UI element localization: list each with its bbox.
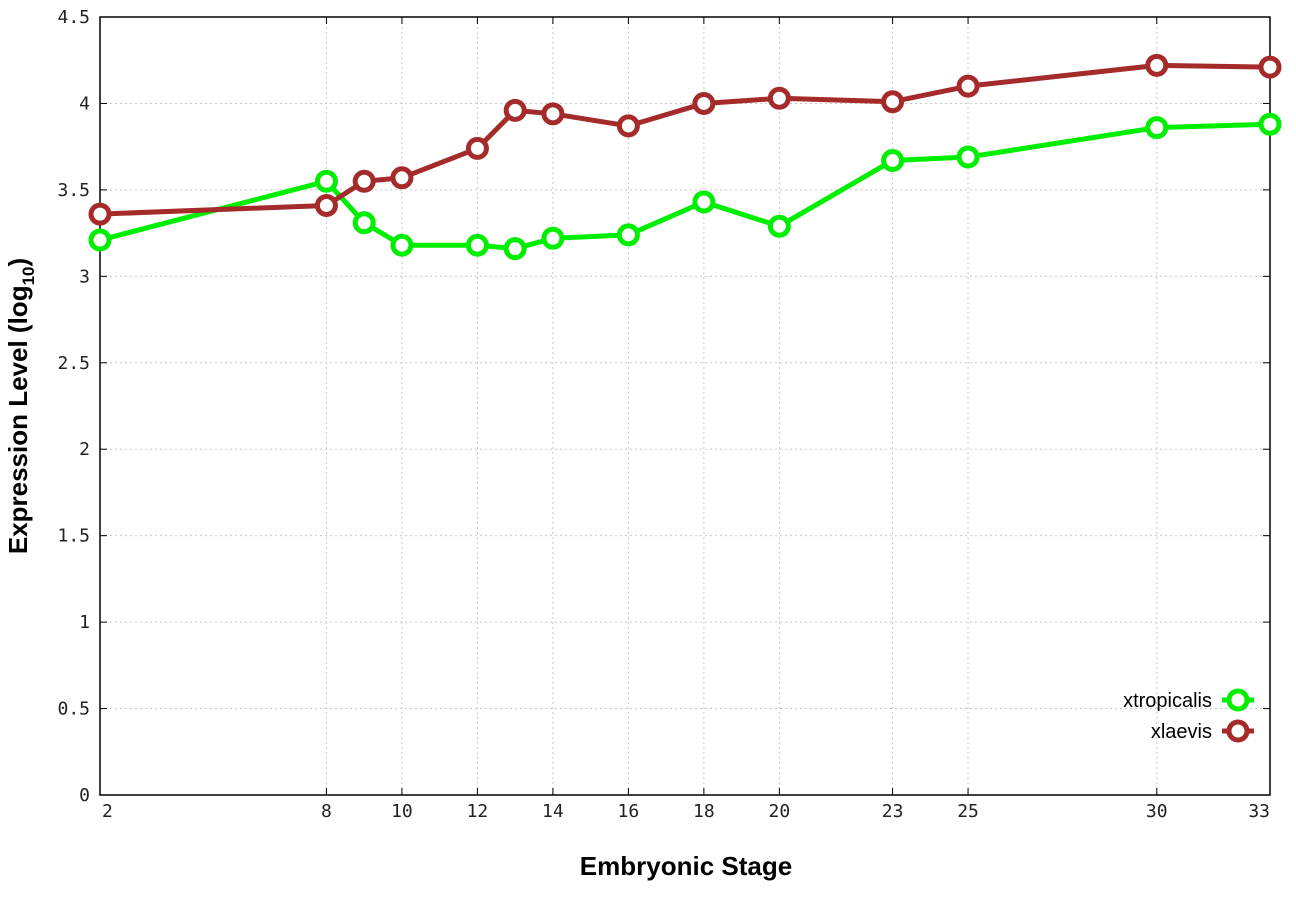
- legend-label-xtropicalis: xtropicalis: [1123, 690, 1212, 712]
- x-tick-label: 33: [1248, 801, 1270, 822]
- x-tick-label: 10: [391, 801, 413, 822]
- data-point-xlaevis: [314, 193, 338, 217]
- x-tick-label: 18: [693, 801, 715, 822]
- x-tick-label: 20: [769, 801, 791, 822]
- x-tick-label: 16: [618, 801, 640, 822]
- data-point-xlaevis: [503, 98, 527, 122]
- x-tick-label: 14: [542, 801, 564, 822]
- data-point-xtropicalis: [88, 228, 112, 252]
- data-point-xtropicalis: [390, 233, 414, 257]
- series-line-xtropicalis: [99, 121, 1271, 252]
- y-tick-label: 0: [79, 785, 90, 806]
- data-point-xlaevis: [1258, 55, 1282, 79]
- series-xlaevis: [88, 53, 1282, 226]
- y-axis-title: Expression Level (log10): [3, 258, 38, 554]
- y-tick-label: 2: [79, 439, 90, 460]
- data-point-xtropicalis: [465, 233, 489, 257]
- data-point-xtropicalis: [1258, 112, 1282, 136]
- y-axis-title-close: ): [3, 258, 33, 267]
- x-tick-label: 25: [957, 801, 979, 822]
- data-point-xtropicalis: [352, 211, 376, 235]
- y-tick-label: 1.5: [57, 526, 90, 547]
- data-point-xtropicalis: [503, 237, 527, 261]
- data-point-xlaevis: [465, 136, 489, 160]
- data-point-xtropicalis: [767, 214, 791, 238]
- x-tick-label: 2: [102, 801, 113, 822]
- x-tick-label: 23: [882, 801, 904, 822]
- data-point-xlaevis: [1145, 53, 1169, 77]
- y-tick-label: 2.5: [57, 353, 90, 374]
- y-tick-label: 3.5: [57, 180, 90, 201]
- y-tick-label: 3: [79, 266, 90, 287]
- x-tick-label: 30: [1146, 801, 1168, 822]
- data-point-xlaevis: [390, 166, 414, 190]
- data-point-xtropicalis: [541, 226, 565, 250]
- data-point-xlaevis: [956, 74, 980, 98]
- data-point-xlaevis: [88, 202, 112, 226]
- data-point-xtropicalis: [956, 145, 980, 169]
- data-point-xtropicalis: [1145, 116, 1169, 140]
- data-point-xlaevis: [767, 86, 791, 110]
- y-tick-label: 4: [79, 93, 90, 114]
- data-point-xtropicalis: [616, 223, 640, 247]
- data-point-xlaevis: [616, 114, 640, 138]
- data-point-xlaevis: [541, 102, 565, 126]
- x-tick-label: 8: [321, 801, 332, 822]
- x-tick-label: 12: [467, 801, 489, 822]
- data-point-xlaevis: [881, 90, 905, 114]
- series-xtropicalis: [88, 112, 1282, 261]
- data-point-xtropicalis: [881, 148, 905, 172]
- y-axis-title-main: Expression Level (log: [3, 285, 33, 554]
- data-point-xlaevis: [692, 91, 716, 115]
- legend-marker-xlaevis: [1226, 719, 1250, 743]
- data-point-xlaevis: [352, 169, 376, 193]
- y-axis-title-subscript: 10: [19, 267, 38, 286]
- legend: xtropicalis xlaevis: [1123, 688, 1254, 743]
- plot-frame: [99, 16, 1271, 796]
- grid: [100, 17, 1270, 795]
- y-tick-label: 1: [79, 612, 90, 633]
- axis-ticks: 0 0.5 1 1.5 2 2.5 3 3.5 4 4.5 2 8 10 12 14 16 18 20 23 25 30…: [57, 7, 1271, 822]
- data-point-xtropicalis: [314, 169, 338, 193]
- series-layer: [88, 53, 1282, 261]
- y-tick-label: 0.5: [57, 699, 90, 720]
- legend-marker-xtropicalis: [1226, 688, 1250, 712]
- legend-label-xlaevis: xlaevis: [1151, 721, 1212, 743]
- x-axis-title: Embryonic Stage: [580, 851, 792, 881]
- data-point-xtropicalis: [692, 190, 716, 214]
- y-tick-label: 4.5: [57, 7, 90, 28]
